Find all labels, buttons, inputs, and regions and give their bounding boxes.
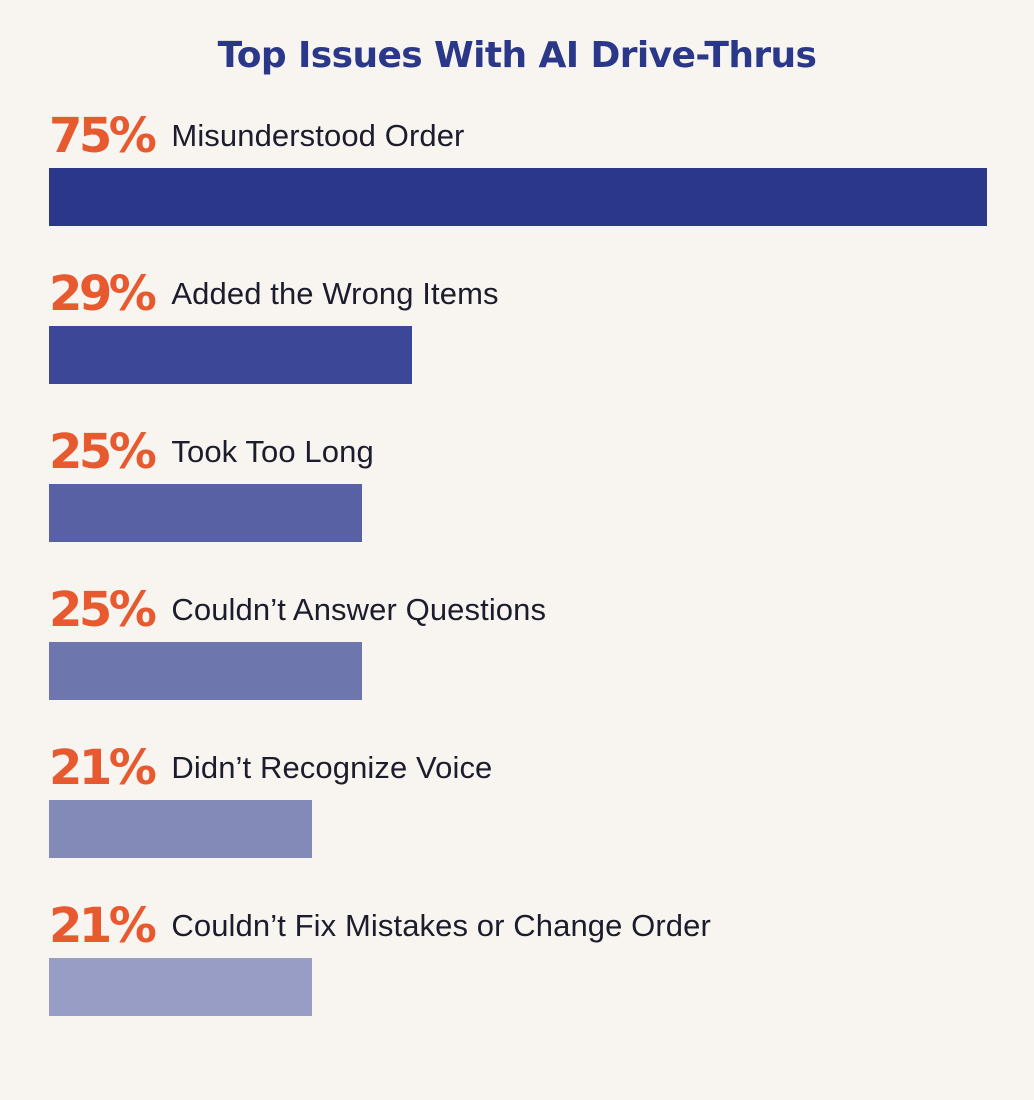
bar-item: 75% Misunderstood Order [49,108,1009,226]
category-label: Misunderstood Order [171,118,465,153]
bar [49,800,312,858]
category-label: Didn’t Recognize Voice [171,750,493,785]
bar [49,958,312,1016]
bar-item: 21% Couldn’t Fix Mistakes or Change Order [49,898,1009,1016]
category-label: Added the Wrong Items [171,276,499,311]
value-label: 25% [49,424,157,480]
bar [49,326,412,384]
bar-track [49,326,987,384]
bar-label-row: 25% Couldn’t Answer Questions [49,582,1009,638]
bar-label-row: 75% Misunderstood Order [49,108,1009,164]
value-label: 29% [49,266,157,322]
bar-label-row: 25% Took Too Long [49,424,1009,480]
bar-label-row: 21% Didn’t Recognize Voice [49,740,1009,796]
bar-label-row: 21% Couldn’t Fix Mistakes or Change Order [49,898,1009,954]
bar [49,642,362,700]
bar-label-row: 29% Added the Wrong Items [49,266,1009,322]
value-label: 21% [49,898,157,954]
bar-track [49,168,987,226]
bar-track [49,800,987,858]
category-label: Took Too Long [171,434,374,469]
bar-track [49,642,987,700]
bar-item: 29% Added the Wrong Items [49,266,1009,384]
value-label: 25% [49,582,157,638]
category-label: Couldn’t Answer Questions [171,592,547,627]
bar-track [49,958,987,1016]
bar-track [49,484,987,542]
bar-item: 25% Took Too Long [49,424,1009,542]
bar-item: 25% Couldn’t Answer Questions [49,582,1009,700]
chart-title: Top Issues With AI Drive-Thrus [217,35,817,76]
value-label: 75% [49,108,157,164]
category-label: Couldn’t Fix Mistakes or Change Order [171,908,711,943]
bar [49,484,362,542]
value-label: 21% [49,740,157,796]
bar-item: 21% Didn’t Recognize Voice [49,740,1009,858]
bar [49,168,987,226]
